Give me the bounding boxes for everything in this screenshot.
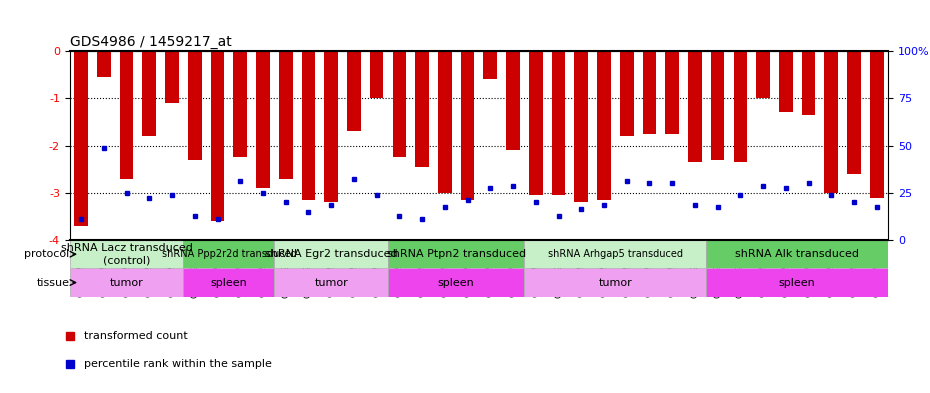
Bar	[847, 51, 861, 174]
Bar	[274, 240, 388, 268]
Bar	[525, 240, 706, 268]
Text: shRNA Arhgap5 transduced: shRNA Arhgap5 transduced	[548, 249, 683, 259]
Bar	[233, 51, 247, 157]
Bar	[183, 240, 274, 268]
Text: tumor: tumor	[110, 277, 143, 288]
Bar	[279, 51, 293, 179]
Bar	[97, 51, 111, 77]
Text: protocol: protocol	[24, 249, 70, 259]
Bar	[734, 51, 747, 162]
Bar	[825, 51, 838, 193]
Bar	[388, 240, 525, 268]
Bar	[388, 268, 525, 297]
Bar	[665, 51, 679, 134]
Bar	[711, 51, 724, 160]
Text: percentile rank within the sample: percentile rank within the sample	[85, 358, 272, 369]
Bar	[529, 51, 542, 195]
Text: tumor: tumor	[314, 277, 348, 288]
Text: tissue: tissue	[36, 277, 70, 288]
Bar	[70, 268, 183, 297]
Bar	[370, 51, 383, 98]
Text: GDS4986 / 1459217_at: GDS4986 / 1459217_at	[70, 35, 232, 49]
Bar	[756, 51, 770, 98]
Bar	[706, 240, 888, 268]
Bar	[274, 268, 388, 297]
Bar	[325, 51, 338, 202]
Bar	[211, 51, 224, 221]
Bar	[484, 51, 498, 79]
Text: tumor: tumor	[599, 277, 632, 288]
Bar	[460, 51, 474, 200]
Bar	[142, 51, 156, 136]
Bar	[870, 51, 884, 198]
Text: spleen: spleen	[778, 277, 816, 288]
Bar	[120, 51, 133, 179]
Text: transformed count: transformed count	[85, 331, 188, 341]
Bar	[70, 240, 183, 268]
Text: shRNA Ppp2r2d transduced: shRNA Ppp2r2d transduced	[162, 249, 297, 259]
Bar	[74, 51, 88, 226]
Bar	[256, 51, 270, 188]
Bar	[188, 51, 202, 160]
Text: spleen: spleen	[438, 277, 474, 288]
Bar	[620, 51, 633, 136]
Bar	[575, 51, 588, 202]
Bar	[643, 51, 657, 134]
Bar	[525, 268, 706, 297]
Bar	[416, 51, 429, 167]
Bar	[802, 51, 816, 115]
Bar	[183, 268, 274, 297]
Text: shRNA Alk transduced: shRNA Alk transduced	[736, 249, 859, 259]
Bar	[597, 51, 611, 200]
Bar	[392, 51, 406, 157]
Bar	[506, 51, 520, 150]
Bar	[551, 51, 565, 195]
Bar	[438, 51, 452, 193]
Text: shRNA Egr2 transduced: shRNA Egr2 transduced	[265, 249, 397, 259]
Bar	[688, 51, 702, 162]
Text: shRNA Ptpn2 transduced: shRNA Ptpn2 transduced	[387, 249, 525, 259]
Bar	[347, 51, 361, 131]
Bar	[779, 51, 792, 112]
Text: shRNA Lacz transduced
(control): shRNA Lacz transduced (control)	[60, 243, 193, 265]
Bar	[706, 268, 888, 297]
Text: spleen: spleen	[210, 277, 247, 288]
Bar	[301, 51, 315, 200]
Bar	[166, 51, 179, 103]
